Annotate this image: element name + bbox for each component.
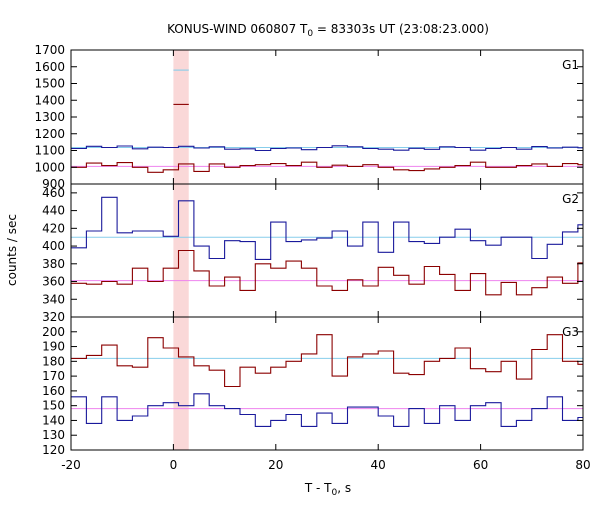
- panel-label: G2: [562, 192, 579, 206]
- highlight-band: [173, 50, 189, 184]
- panel-label: G1: [562, 58, 579, 72]
- y-tick-label: 160: [42, 384, 65, 398]
- series-line-low-series: [71, 334, 583, 388]
- panel-frame: [70, 49, 584, 185]
- y-axis-title: counts / sec: [5, 214, 19, 286]
- y-tick-label: 340: [42, 292, 65, 306]
- x-tick-label: 20: [268, 458, 283, 472]
- chart-panels: 90010001100120013001400150016001700G1320…: [34, 43, 590, 472]
- y-tick-label: 1000: [34, 160, 65, 174]
- series-line-high-series: [71, 196, 583, 260]
- chart-title-rest: = 83303s UT (23:08:23.000): [313, 22, 489, 36]
- x-tick-label: 40: [371, 458, 386, 472]
- y-tick-label: 420: [42, 221, 65, 235]
- x-axis-title-rest: , s: [337, 481, 351, 495]
- x-tick-label: -20: [61, 458, 81, 472]
- y-tick-label: 320: [42, 310, 65, 324]
- y-tick-label: 1200: [34, 127, 65, 141]
- y-tick-label: 360: [42, 275, 65, 289]
- series-line-low-series: [71, 249, 583, 296]
- panel-label: G3: [562, 325, 579, 339]
- x-axis-title-main: T - T: [304, 481, 332, 495]
- y-tick-label: 900: [42, 177, 65, 191]
- y-tick-label: 1100: [34, 144, 65, 158]
- y-tick-label: 400: [42, 239, 65, 253]
- highlight-band: [173, 317, 189, 450]
- y-tick-label: 190: [42, 340, 65, 354]
- panel-frame: [70, 316, 584, 451]
- y-tick-label: 1700: [34, 43, 65, 57]
- x-tick-label: 80: [575, 458, 590, 472]
- series-line-high-series: [71, 145, 583, 152]
- panel-frame: [70, 183, 584, 318]
- x-axis-title: T - T0, s: [304, 481, 351, 498]
- y-tick-label: 170: [42, 369, 65, 383]
- series-line-low-series: [71, 161, 583, 173]
- chart-title-main: KONUS-WIND 060807 T: [167, 22, 308, 36]
- y-tick-label: 130: [42, 428, 65, 442]
- x-axis-title-subscript: 0: [332, 488, 338, 498]
- y-tick-label: 1600: [34, 60, 65, 74]
- y-tick-label: 200: [42, 325, 65, 339]
- y-tick-label: 1500: [34, 77, 65, 91]
- y-tick-label: 180: [42, 354, 65, 368]
- y-tick-label: 380: [42, 257, 65, 271]
- y-tick-label: 440: [42, 204, 65, 218]
- series-line-high-series: [71, 393, 583, 427]
- y-tick-label: 1400: [34, 93, 65, 107]
- x-tick-label: 60: [473, 458, 488, 472]
- panel-g2: 320 340 360 380 400 420 440 460 G2: [42, 183, 584, 324]
- panel-g1: 900 1000 1100 1200 1300 1400 1500 1600 1700 G1: [34, 43, 584, 191]
- y-tick-label: 1300: [34, 110, 65, 124]
- x-tick-label: 0: [170, 458, 178, 472]
- y-tick-label: 460: [42, 186, 65, 200]
- chart-title: KONUS-WIND 060807 T0 = 83303s UT (23:08:…: [167, 22, 489, 39]
- y-tick-label: 140: [42, 413, 65, 427]
- y-tick-label: 120: [42, 443, 65, 457]
- chart-title-subscript: 0: [307, 29, 313, 39]
- y-tick-label: 150: [42, 399, 65, 413]
